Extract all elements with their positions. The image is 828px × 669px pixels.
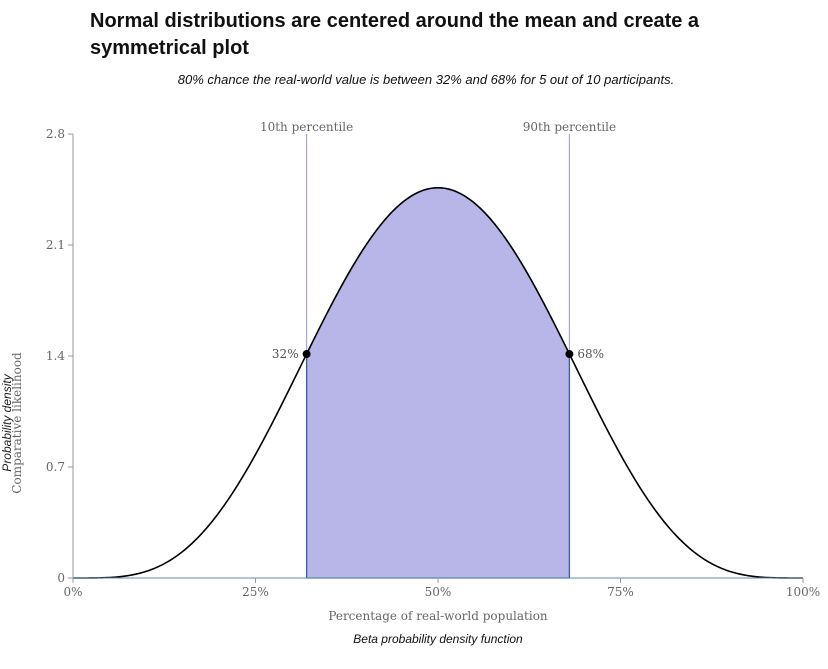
percentile-points: 32% 68% — [272, 347, 604, 361]
y-axis-title-primary: Probability density — [0, 373, 14, 471]
x-tick-label-3: 75% — [607, 585, 634, 599]
density-curve-line — [73, 186, 803, 579]
y-axis-title-secondary: Comparative likelihood — [10, 352, 24, 494]
x-tick-label-2: 50% — [425, 585, 452, 599]
density-curve — [73, 186, 803, 579]
percentile-value-label-2: 68% — [577, 347, 604, 361]
y-tick-label-4: 2.8 — [46, 127, 65, 141]
percentile-marker-lines: 10th percentile 90th percentile — [260, 120, 616, 355]
shaded-region — [305, 187, 571, 579]
chart-caption: Beta probability density function — [353, 632, 523, 646]
x-tick-label-0: 0% — [63, 585, 82, 599]
percentile-title-1: 10th percentile — [260, 120, 353, 134]
percentile-title-2: 90th percentile — [523, 120, 616, 134]
percentile-point-1 — [302, 350, 311, 359]
y-tick-label-0: 0 — [57, 571, 65, 585]
x-axis-title: Percentage of real-world population — [328, 609, 548, 623]
axes: 0% 25% 50% 75% 100% 0 0.7 1.4 2.1 2.8 — [46, 127, 820, 599]
y-tick-label-1: 0.7 — [46, 460, 65, 474]
y-tick-label-3: 2.1 — [46, 238, 65, 252]
chart-subtitle: 80% chance the real-world value is betwe… — [177, 72, 675, 87]
x-tick-label-4: 100% — [786, 585, 820, 599]
percentile-point-2 — [565, 350, 574, 359]
shaded-area — [305, 187, 571, 579]
percentile-value-label-1: 32% — [272, 347, 299, 361]
x-tick-label-1: 25% — [242, 585, 269, 599]
chart-title: Normal distributions are centered around… — [90, 10, 700, 59]
y-tick-label-2: 1.4 — [46, 349, 65, 363]
